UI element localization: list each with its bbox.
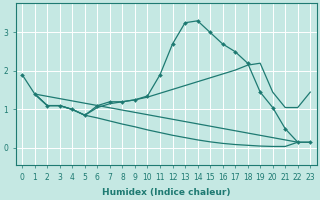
X-axis label: Humidex (Indice chaleur): Humidex (Indice chaleur) bbox=[102, 188, 230, 197]
